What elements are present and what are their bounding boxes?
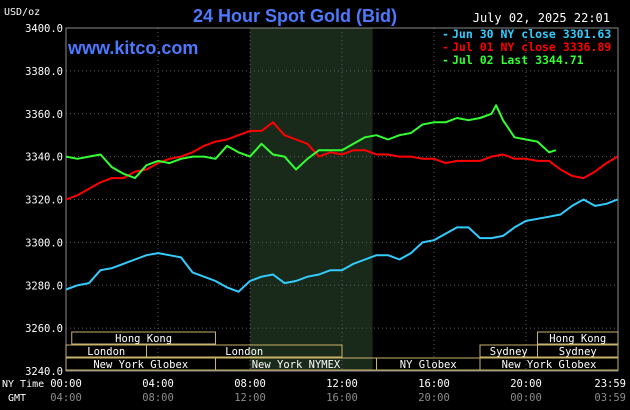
x-tick-ny: 04:00 [142, 378, 174, 390]
kitco-watermark: www.kitco.com [67, 38, 198, 58]
session-label: New York NYMEX [252, 359, 341, 371]
session-label: Sydney [559, 346, 597, 358]
legend-item-jul01: Jul 01 NY close 3336.89 [452, 40, 611, 54]
y-tick-label: 3340.0 [25, 152, 63, 164]
x-tick-gmt: 16:00 [326, 392, 358, 404]
y-tick-label: 3280.0 [25, 280, 63, 292]
legend-item-jun30: Jun 30 NY close 3301.63 [452, 27, 611, 41]
y-tick-label: 3320.0 [25, 195, 63, 207]
session-label: New York Globex [93, 359, 188, 371]
legend-item-jul02: Jul 02 Last 3344.71 [452, 53, 584, 67]
x-tick-ny: 12:00 [326, 378, 358, 390]
x-tick-gmt: 12:00 [234, 392, 266, 404]
session-label: NY Globex [400, 359, 457, 371]
session-label: Hong Kong [115, 333, 172, 345]
session-label: Sydney [490, 346, 528, 358]
gridlines [66, 28, 618, 371]
legend-marker: - [442, 40, 449, 54]
x-tick-gmt: 04:00 [50, 392, 82, 404]
session-box [146, 344, 343, 358]
session-label: London [87, 346, 125, 358]
y-axis-ticks: 3240.0 3260.0 3280.0 3300.0 3320.0 3340.0 3360… [25, 23, 63, 378]
x-tick-ny: 08:00 [234, 378, 266, 390]
price-series [65, 104, 619, 293]
series-line-2 [65, 104, 557, 180]
session-label: Hong Kong [549, 333, 606, 345]
legend-marker: - [442, 53, 449, 67]
y-axis-unit: USD/oz [4, 7, 40, 18]
x-axis-ticks: 00:00 04:00 04:00 08:00 08:00 12:00 12:00 16:00… [50, 378, 626, 404]
series-line-0 [65, 198, 618, 293]
y-tick-label: 3380.0 [25, 66, 63, 78]
x-tick-gmt: 08:00 [142, 392, 174, 404]
x-tick-ny: 00:00 [50, 378, 82, 390]
session-label: New York Globex [502, 359, 597, 371]
x-tick-gmt: 20:00 [418, 392, 450, 404]
y-tick-label: 3240.0 [25, 366, 63, 378]
chart-title: 24 Hour Spot Gold (Bid) [193, 6, 397, 26]
gmt-label: GMT [8, 393, 26, 404]
legend: - Jun 30 NY close 3301.63 - Jul 01 NY cl… [442, 27, 611, 67]
x-tick-ny: 20:00 [510, 378, 542, 390]
session-box [537, 344, 619, 358]
x-tick-gmt: 00:00 [510, 392, 542, 404]
legend-marker: - [442, 27, 449, 41]
chart-datetime: July 02, 2025 22:01 [473, 11, 610, 25]
y-tick-label: 3400.0 [25, 23, 63, 35]
session-box [479, 357, 619, 371]
session-box [537, 331, 619, 345]
series-line-1 [65, 121, 619, 201]
y-tick-label: 3360.0 [25, 109, 63, 121]
x-tick-gmt: 03:59 [594, 392, 626, 404]
x-tick-ny: 16:00 [418, 378, 450, 390]
y-tick-label: 3300.0 [25, 237, 63, 249]
session-label: London [225, 346, 263, 358]
session-box [71, 331, 216, 345]
y-tick-label: 3260.0 [25, 323, 63, 335]
ny-time-label: NY Time [2, 379, 44, 390]
x-tick-ny: 23:59 [594, 378, 626, 390]
